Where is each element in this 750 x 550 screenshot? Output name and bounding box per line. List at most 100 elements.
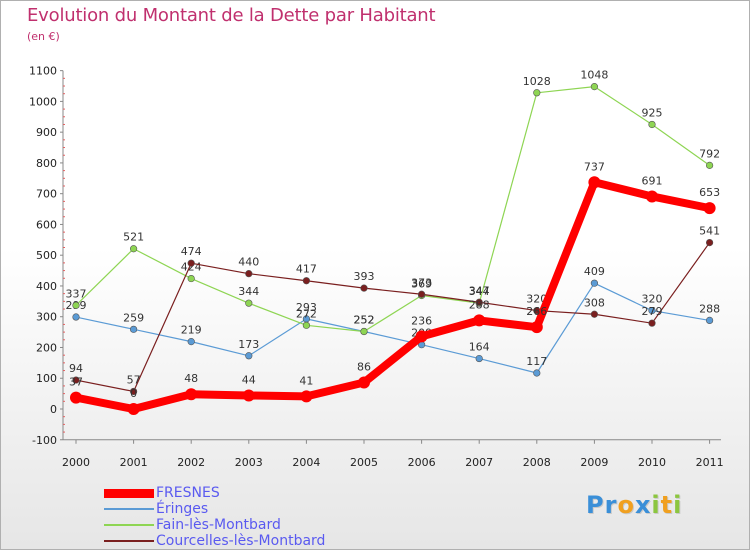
data-point-fain-les-montbard — [187, 274, 195, 283]
x-tick-label: 2003 — [235, 456, 263, 469]
data-point-courcelles-les-montbard — [360, 284, 368, 292]
data-label-fresnes: 86 — [357, 361, 371, 374]
series-line-eringes — [75, 282, 711, 374]
data-label-fain-les-montbard: 1028 — [523, 75, 551, 88]
data-label-fain-les-montbard: 272 — [296, 307, 317, 320]
y-tick-label: 400 — [36, 280, 57, 293]
data-label-courcelles-les-montbard: 541 — [699, 225, 720, 238]
legend-swatch — [104, 489, 154, 498]
data-label-fresnes: 41 — [299, 374, 313, 387]
data-label-courcelles-les-montbard: 308 — [584, 296, 605, 309]
data-label-eringes: 219 — [181, 324, 202, 337]
x-tick-label: 2009 — [580, 456, 608, 469]
data-label-courcelles-les-montbard: 417 — [296, 263, 317, 276]
y-tick-label: 1000 — [29, 95, 57, 108]
data-point-fresnes — [242, 389, 255, 402]
legend-swatch — [104, 524, 154, 526]
data-point-eringes — [475, 354, 483, 363]
legend-label: Courcelles-lès-Montbard — [156, 533, 326, 549]
data-point-fresnes — [646, 190, 658, 203]
data-label-fresnes: 288 — [469, 298, 490, 311]
data-point-eringes — [648, 306, 656, 315]
data-point-fain-les-montbard — [590, 83, 599, 91]
data-label-fain-les-montbard: 252 — [354, 313, 375, 326]
data-label-courcelles-les-montbard: 347 — [469, 284, 490, 297]
data-point-courcelles-les-montbard — [245, 270, 253, 278]
y-tick-label: 500 — [36, 249, 57, 262]
x-tick-label: 2007 — [465, 456, 493, 469]
data-label-courcelles-les-montbard: 440 — [238, 256, 259, 269]
y-tick-label: 200 — [36, 341, 57, 354]
data-label-courcelles-les-montbard: 94 — [69, 362, 83, 375]
y-tick-label: 100 — [36, 372, 57, 385]
data-label-courcelles-les-montbard: 279 — [642, 305, 663, 318]
y-tick-label: 800 — [36, 157, 57, 170]
x-tick-label: 2006 — [408, 456, 436, 469]
data-point-courcelles-les-montbard — [72, 376, 80, 384]
data-point-fain-les-montbard — [705, 161, 714, 169]
data-label-fain-les-montbard: 521 — [123, 231, 144, 244]
x-tick-label: 2008 — [523, 456, 551, 469]
data-point-fain-les-montbard — [360, 327, 368, 336]
legend-label: FRESNES — [156, 485, 220, 501]
y-tick-label: 0 — [50, 403, 57, 416]
logo-letter: o — [617, 491, 635, 519]
logo-letter: i — [673, 491, 683, 519]
data-label-fresnes: 48 — [184, 372, 198, 385]
data-label-eringes: 288 — [699, 302, 720, 315]
data-label-eringes: 259 — [123, 311, 144, 324]
data-point-eringes — [705, 316, 714, 325]
data-point-fresnes — [415, 330, 428, 343]
data-point-fain-les-montbard — [533, 89, 541, 97]
logo-letter: i — [651, 491, 661, 519]
data-point-fain-les-montbard — [302, 321, 311, 329]
y-tick-label: -100 — [32, 434, 57, 447]
data-point-fain-les-montbard — [72, 301, 80, 309]
data-label-fain-les-montbard: 792 — [699, 147, 720, 160]
logo-letter: r — [604, 491, 618, 519]
data-label-fain-les-montbard: 1048 — [580, 69, 608, 82]
data-label-eringes: 173 — [238, 338, 259, 351]
x-tick-label: 2001 — [120, 456, 148, 469]
y-tick-label: 300 — [36, 311, 57, 324]
data-point-eringes — [533, 369, 541, 377]
y-tick-label: 700 — [36, 188, 57, 201]
y-tick-label: 1100 — [29, 65, 57, 78]
data-label-fresnes: 236 — [411, 314, 432, 327]
data-point-courcelles-les-montbard — [590, 310, 599, 318]
x-tick-label: 2004 — [292, 456, 320, 469]
data-label-fain-les-montbard: 344 — [469, 285, 490, 298]
data-label-fresnes: 737 — [584, 160, 605, 173]
data-point-fresnes — [588, 176, 601, 189]
proxiti-logo: Proxiti — [586, 491, 682, 519]
series-line-fain-les-montbard — [75, 86, 711, 333]
data-point-eringes — [130, 325, 138, 333]
data-point-fresnes — [70, 391, 82, 404]
data-label-eringes: 252 — [354, 313, 375, 326]
data-label-fain-les-montbard: 344 — [238, 285, 259, 298]
data-label-fresnes: 44 — [242, 373, 256, 386]
data-point-fain-les-montbard — [245, 299, 253, 307]
data-point-fain-les-montbard — [130, 245, 138, 253]
data-label-fresnes: 691 — [642, 174, 663, 187]
data-label-fresnes: 37 — [69, 376, 83, 389]
x-tick-label: 2011 — [696, 456, 724, 469]
data-point-courcelles-les-montbard — [418, 290, 426, 298]
logo-letter: x — [634, 491, 652, 519]
chart-subtitle: (en €) — [27, 30, 60, 43]
data-label-eringes: 409 — [584, 265, 605, 278]
legend-label: Éringes — [156, 501, 209, 517]
data-point-fresnes — [185, 388, 198, 401]
series-line-fresnes — [72, 178, 714, 413]
x-tick-label: 2005 — [350, 456, 378, 469]
x-tick-label: 2002 — [177, 456, 205, 469]
data-point-fresnes — [530, 321, 543, 334]
data-label-courcelles-les-montbard: 373 — [411, 276, 432, 289]
data-label-fresnes: 266 — [526, 305, 547, 318]
data-point-eringes — [72, 313, 80, 321]
data-label-eringes: 293 — [296, 301, 317, 314]
data-point-courcelles-les-montbard — [130, 387, 138, 396]
data-point-eringes — [187, 338, 195, 346]
